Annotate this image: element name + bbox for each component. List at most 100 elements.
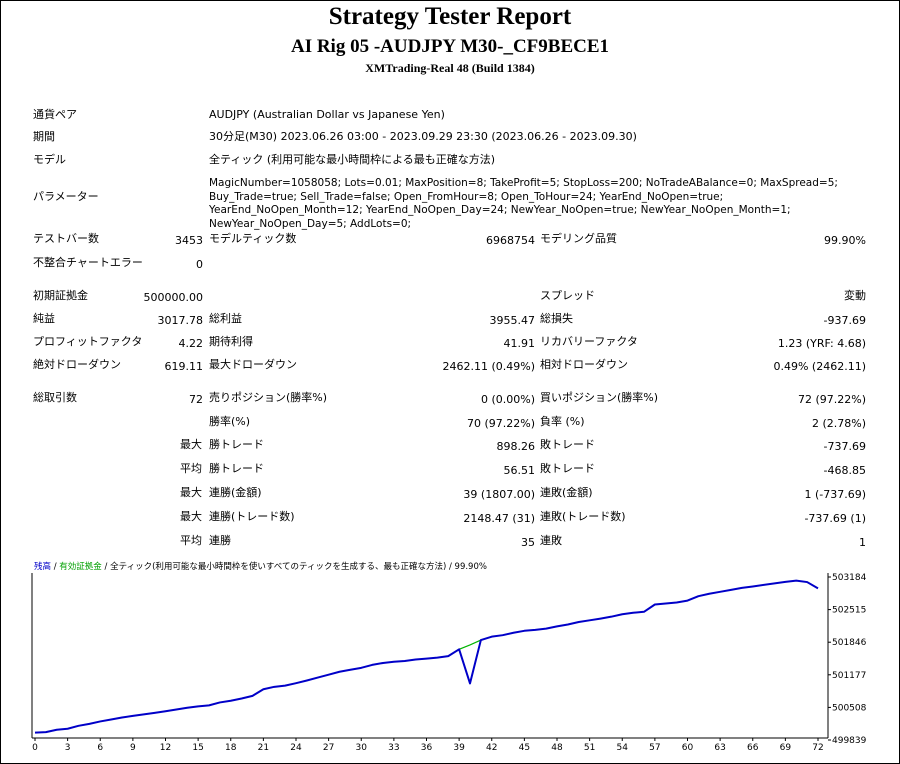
avg-win-value: 56.51 (503, 464, 536, 477)
mismatch-label: 不整合チャートエラー (33, 256, 143, 269)
recovery-factor-value: 1.23 (YRF: 4.68) (777, 337, 866, 350)
x-tick-label: 36 (421, 743, 433, 753)
ticks-label: モデルティック数 (209, 232, 297, 245)
avg-label: 平均 (180, 534, 202, 547)
x-tick-label: 27 (323, 743, 334, 753)
period-label: 期間 (33, 130, 55, 143)
expected-payoff-value: 41.91 (503, 337, 536, 350)
abs-drawdown-label: 絶対ドローダウン (33, 358, 121, 371)
mismatch-value: 0 (196, 258, 203, 271)
legend-equity: 有効証拠金 (59, 562, 102, 572)
x-tick-label: 24 (290, 743, 302, 753)
spread-value: 変動 (844, 289, 866, 302)
x-tick-label: 54 (617, 743, 629, 753)
x-tick-label: 21 (258, 743, 269, 753)
x-tick-label: 51 (584, 743, 595, 753)
bars-label: テストバー数 (33, 232, 99, 245)
gross-profit-label: 総利益 (209, 312, 242, 325)
max-cons-profit-label: 連勝(トレード数) (209, 510, 295, 523)
net-profit-value: 3017.78 (157, 314, 204, 327)
server-info: XMTrading-Real 48 (Build 1384) (365, 61, 535, 75)
ticks-value: 6968754 (486, 234, 535, 247)
max-cons-wins-value: 39 (1807.00) (463, 488, 535, 501)
symbol-value: AUDJPY (Australian Dollar vs Japanese Ye… (209, 108, 445, 121)
total-trades-label: 総取引数 (33, 391, 77, 404)
model-value: 全ティック (利用可能な最小時間枠による最も正確な方法) (209, 153, 496, 166)
long-positions-value: 72 (97.22%) (797, 393, 866, 406)
quality-value: 99.90% (824, 234, 866, 247)
expected-payoff-label: 期待利得 (209, 335, 253, 348)
x-tick-label: 3 (65, 743, 71, 753)
recovery-factor-label: リカバリーファクタ (540, 335, 638, 348)
max-cons-profit-value: 2148.47 (31) (463, 512, 535, 525)
x-tick-label: 9 (130, 743, 136, 753)
avg-cons-wins-label: 連勝 (209, 534, 231, 547)
x-tick-label: 60 (682, 743, 694, 753)
gross-loss-label: 総損失 (540, 312, 573, 325)
avg-label: 平均 (180, 462, 202, 475)
short-positions-value: 0 (0.00%) (480, 393, 535, 406)
y-tick-label: 500508 (832, 703, 867, 713)
avg-loss-label: 敗トレード (540, 462, 595, 475)
loss-rate-value: 2 (2.78%) (811, 417, 866, 430)
x-tick-label: 18 (225, 743, 237, 753)
avg-cons-wins-value: 35 (521, 536, 535, 549)
legend-sep: / (101, 562, 111, 572)
model-label: モデル (33, 153, 66, 166)
x-tick-label: 33 (388, 743, 399, 753)
profit-factor-value: 4.22 (178, 337, 204, 350)
rel-drawdown-value: 0.49% (2462.11) (773, 360, 866, 373)
x-tick-label: 42 (486, 743, 497, 753)
deposit-value: 500000.00 (143, 291, 204, 304)
max-label: 最大 (180, 486, 202, 499)
x-tick-label: 0 (32, 743, 38, 753)
max-cons-loss-label: 連敗(トレード数) (540, 510, 626, 523)
net-profit-label: 純益 (33, 312, 55, 325)
profit-factor-label: プロフィットファクタ (33, 335, 143, 348)
total-trades-value: 72 (189, 393, 203, 406)
params-value: MagicNumber=1058058; Lots=0.01; MaxPosit… (209, 177, 838, 230)
x-tick-label: 66 (747, 743, 759, 753)
legend-description: 全ティック(利用可能な最小時間枠を使いすべてのティックを生成する、最も正確な方法… (110, 562, 487, 572)
y-tick-label: 501177 (832, 671, 866, 681)
x-tick-label: 57 (649, 743, 660, 753)
symbol-label: 通貨ペア (33, 108, 77, 121)
max-cons-losses-label: 連敗(金額) (540, 486, 593, 499)
x-tick-label: 12 (160, 743, 171, 753)
gross-profit-value: 3955.47 (489, 314, 536, 327)
rel-drawdown-label: 相対ドローダウン (540, 358, 628, 371)
x-tick-label: 48 (551, 743, 563, 753)
gross-loss-value: -937.69 (823, 314, 866, 327)
max-label: 最大 (180, 510, 202, 523)
bars-value: 3453 (175, 234, 203, 247)
max-label: 最大 (180, 438, 202, 451)
short-positions-label: 売りポジション(勝率%) (209, 391, 328, 404)
x-tick-label: 72 (812, 743, 823, 753)
graph-legend: 残高 / 有効証拠金 / 全ティック(利用可能な最小時間枠を使いすべてのティック… (34, 560, 487, 572)
avg-loss-value: -468.85 (823, 464, 866, 477)
y-tick-label: 501846 (832, 638, 867, 648)
largest-win-value: 898.26 (496, 440, 536, 453)
spread-label: スプレッド (540, 289, 595, 302)
params-label: パラメーター (33, 190, 99, 203)
x-tick-label: 69 (780, 743, 792, 753)
max-cons-loss-value: -737.69 (1) (804, 512, 866, 525)
largest-loss-label: 敗トレード (540, 438, 595, 451)
quality-label: モデリング品質 (540, 232, 617, 245)
largest-loss-value: -737.69 (823, 440, 866, 453)
legend-balance: 残高 (34, 562, 52, 572)
y-tick-label: 499839 (832, 736, 867, 746)
avg-win-label: 勝トレード (209, 462, 264, 475)
balance-line (34, 579, 819, 734)
max-drawdown-value: 2462.11 (0.49%) (442, 360, 535, 373)
max-drawdown-label: 最大ドローダウン (209, 358, 297, 371)
x-tick-label: 39 (453, 743, 465, 753)
max-cons-losses-value: 1 (-737.69) (804, 488, 866, 501)
report-title: Strategy Tester Report (328, 3, 572, 30)
avg-cons-losses-value: 1 (859, 536, 866, 549)
win-rate-label: 勝率(%) (209, 415, 251, 428)
max-cons-wins-label: 連勝(金額) (209, 486, 262, 499)
abs-drawdown-value: 619.11 (164, 360, 204, 373)
win-rate-value: 70 (97.22%) (466, 417, 535, 430)
largest-win-label: 勝トレード (209, 438, 264, 451)
